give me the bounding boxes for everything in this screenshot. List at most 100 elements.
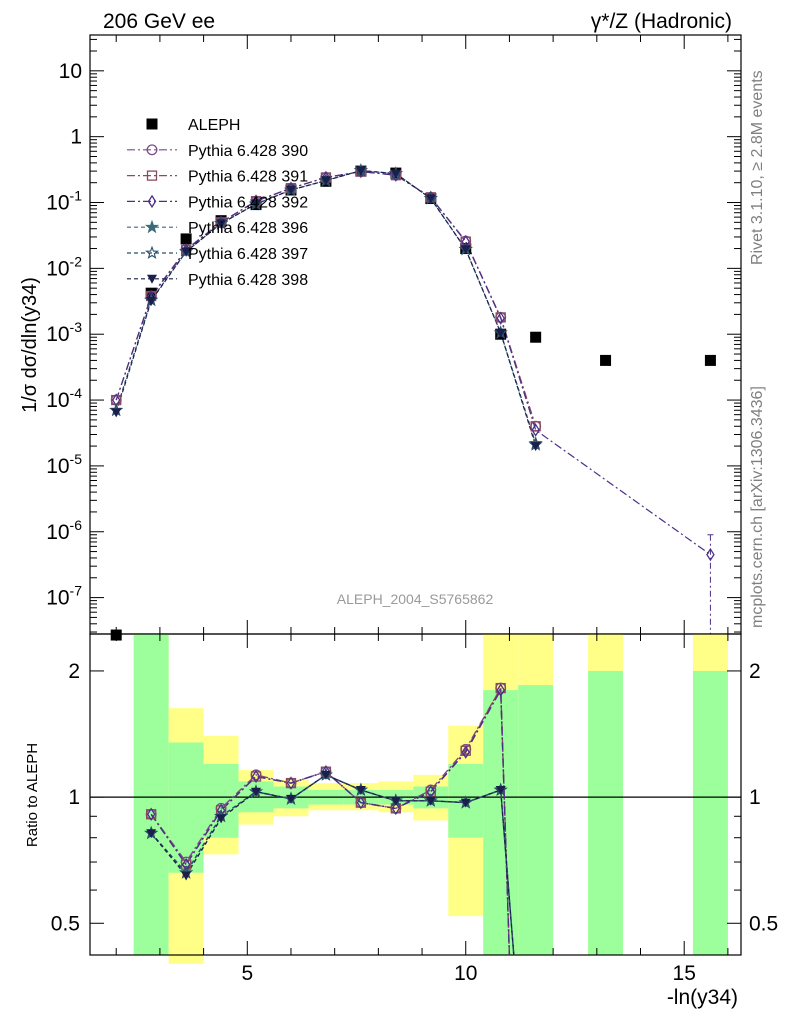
legend-label: Pythia 6.428 390 [188,143,308,160]
ratio-series-group [144,682,515,956]
legend-label: Pythia 6.428 398 [188,272,308,289]
main-point-series-6 [216,219,227,229]
ratio-point-series-2 [496,683,505,697]
ratio-y-tick-label-left: 1 [68,786,80,809]
ratio-x-tick-label: 5 [241,962,253,985]
main-y-tick-exponent: -1 [70,188,83,204]
main-y-tick-label: 1 [70,126,82,149]
main-point-series-0 [530,331,542,343]
main-point-series-3 [531,423,540,437]
ratio-y-tick-label-right: 1 [749,786,761,809]
ratio-frame [89,633,742,956]
ratio-x-tick-label: 15 [673,962,696,985]
legend-marker [147,274,157,284]
ratio-band-green [133,634,169,955]
main-line-series-4 [115,169,537,444]
rivet-version-text: Rivet 3.1.10, ≥ 2.8M events [749,70,766,265]
main-point-series-3 [706,547,715,562]
main-point-series-6 [320,176,331,186]
legend-marker [146,170,158,181]
main-point-series-6 [530,442,541,452]
ratio-point-series-5 [146,829,157,839]
main-point-series-6 [390,169,401,179]
ratio-point-series-5 [285,794,296,804]
main-point-series-6 [495,328,506,338]
main-y-tick-label: 10-6 [46,517,82,544]
legend-marker [146,118,158,130]
ratio-x-tick-label: 10 [454,962,477,985]
ratio-panel: 0.5 0.5 1 1 2 2 5 10 15 [51,633,778,985]
legend-label: Pythia 6.428 392 [188,194,308,211]
ratio-point-series-5 [460,798,471,808]
main-y-tick-label: 10-2 [46,253,82,280]
main-y-tick-exponent: -6 [70,517,83,533]
main-point-series-2 [530,421,541,432]
main-y-tick-label: 10-4 [46,385,82,412]
main-y-tick-exponent: -2 [70,253,83,269]
main-point-series-6 [111,408,122,418]
legend-marker [146,144,158,156]
main-point-series-6 [425,194,436,204]
ratio-point-series-5 [181,871,192,881]
ratio-point-series-2 [251,769,261,784]
main-point-series-6 [251,199,262,209]
ratio-point-series-5 [425,796,436,806]
legend-label: Pythia 6.428 396 [188,220,308,237]
ratio-point-series-2 [391,801,401,816]
main-point-series-6 [146,296,157,306]
main-point-series-0 [704,354,716,366]
legend-label: Pythia 6.428 391 [188,169,308,186]
main-y-tick-exponent: -7 [70,583,83,599]
ratio-band-green [168,742,204,873]
ratio-point-series-5 [251,787,262,797]
ratio-y-tick-label-left: 2 [68,660,80,683]
ratio-point-series-5 [355,785,366,795]
main-ylabel: 1/σ dσ/dln(y34) [19,277,41,413]
ratio-line-series-0 [150,685,511,956]
ratio-band-green [692,670,728,955]
legend-marker [144,219,160,234]
ratio-band-green [483,690,519,955]
main-point-series-3 [496,311,505,325]
main-point-series-0 [600,354,612,366]
main-line-series-1 [115,170,537,427]
ratio-point-series-2 [146,807,156,821]
ratio-band-green [518,685,554,955]
ratio-point-series-5 [216,814,227,824]
main-y-tick-label: 10-7 [46,583,82,610]
main-point-series-0 [180,233,192,245]
mcplots-reference-text: mcplots.cern.ch [arXiv:1306.3436] [749,386,766,628]
ratio-ylabel: Ratio to ALEPH [24,743,41,847]
main-y-tick-exponent: -3 [70,319,83,335]
header-right-title: γ*/Z (Hadronic) [591,10,732,33]
ratio-point-series-2 [461,745,471,759]
ratio-point-series-5 [390,796,401,806]
ratio-point-series-2 [286,776,296,790]
ratio-point-series-5 [320,770,331,780]
main-point-series-6 [181,247,192,257]
legend-label: Pythia 6.428 397 [188,246,308,263]
main-point-series-6 [460,245,471,255]
main-line-series-6 [115,169,537,447]
ratio-point-series-5 [495,785,506,795]
analysis-watermark: ALEPH_2004_S5765862 [337,591,494,607]
ratio-line-series-4 [150,774,515,956]
main-y-tick-label: 10-5 [46,451,82,478]
legend-marker [144,245,160,259]
ratio-y-tick-label-right: 2 [749,660,761,683]
ratio-band-green [588,670,624,955]
header-left-title: 206 GeV ee [103,10,215,33]
main-y-tick-label: 10-1 [46,188,82,215]
ratio-xlabel: -ln(y34) [667,986,738,1009]
legend-label: ALEPH [188,117,240,134]
main-point-series-6 [285,185,296,195]
ratio-point-series-2 [356,795,366,810]
main-point-series-6 [355,166,366,176]
ratio-bands [133,634,728,964]
ratio-y-tick-label-left: 0.5 [51,912,80,935]
main-y-tick-label: 10 [59,60,82,83]
main-line-series-3 [115,170,711,556]
main-line-series-5 [115,169,537,445]
legend-marker [147,194,157,209]
